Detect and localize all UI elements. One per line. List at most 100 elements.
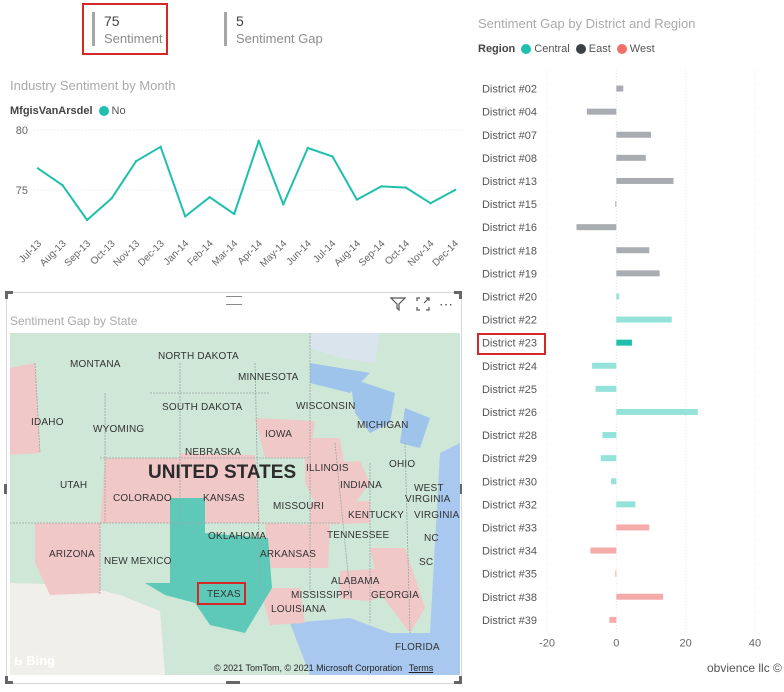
y-tick-label: District #08 <box>482 153 537 165</box>
bar[interactable] <box>616 247 650 254</box>
card-value: 75 <box>104 13 120 29</box>
state-label-texas[interactable]: TEXAS <box>207 589 241 600</box>
state-label-kansas: KANSAS <box>203 493 245 504</box>
highlight-box-texas <box>197 582 246 605</box>
legend-label-central[interactable]: Central <box>534 43 570 55</box>
bar[interactable] <box>616 270 660 277</box>
bar[interactable] <box>616 524 650 531</box>
data-point[interactable] <box>355 198 359 201</box>
legend-label-east[interactable]: East <box>588 43 611 55</box>
filter-icon[interactable] <box>390 297 406 311</box>
bar[interactable] <box>615 201 617 208</box>
data-point[interactable] <box>159 145 162 148</box>
bar[interactable] <box>590 547 617 554</box>
more-options-icon[interactable]: ⋯ <box>439 296 454 312</box>
data-point[interactable] <box>134 160 138 163</box>
state-label-kentucky: KENTUCKY <box>348 510 405 521</box>
bar[interactable] <box>616 316 672 323</box>
line-chart-title: Industry Sentiment by Month <box>10 78 176 93</box>
map-canvas[interactable] <box>10 333 460 675</box>
kpi-card-sentiment-gap[interactable]: 5 Sentiment Gap <box>224 10 334 50</box>
bar[interactable] <box>616 85 624 92</box>
bar[interactable] <box>611 478 617 485</box>
bing-logo: ь Bing <box>14 652 55 669</box>
y-tick-label: District #33 <box>482 522 537 534</box>
data-point[interactable] <box>208 196 211 199</box>
bar[interactable] <box>600 455 617 462</box>
data-point[interactable] <box>85 218 89 222</box>
resize-handle[interactable] <box>454 291 462 294</box>
y-tick-label: District #32 <box>482 499 537 511</box>
y-tick-label: District #22 <box>482 315 537 327</box>
x-tick-label: Jun-14 <box>285 238 315 268</box>
data-point[interactable] <box>110 197 113 200</box>
data-point[interactable] <box>331 155 334 158</box>
bar[interactable] <box>616 154 646 161</box>
bar[interactable] <box>576 224 617 231</box>
bar[interactable] <box>616 593 664 600</box>
series-line-no[interactable] <box>37 139 456 221</box>
resize-handle[interactable] <box>5 676 8 684</box>
bar-chart[interactable]: -20 0 20 40 District #02 District #04 District… <box>470 66 770 666</box>
y-tick-label: District #30 <box>482 476 537 488</box>
bar[interactable] <box>586 108 617 115</box>
data-point[interactable] <box>429 202 432 205</box>
resize-handle[interactable] <box>4 484 7 494</box>
resize-handle[interactable] <box>5 291 8 299</box>
bar[interactable] <box>616 177 674 184</box>
legend-swatch-no <box>98 106 109 116</box>
resize-handle[interactable] <box>5 681 13 684</box>
bar[interactable] <box>602 432 617 439</box>
card-label: Sentiment <box>104 31 163 46</box>
drag-grip-icon[interactable] <box>226 296 242 305</box>
data-point[interactable] <box>282 203 285 206</box>
y-tick-label: District #29 <box>482 453 537 465</box>
y-tick-label: District #20 <box>482 291 537 303</box>
state-label-tennessee: TENNESSEE <box>327 530 390 541</box>
state-label-louisiana: LOUISIANA <box>271 604 327 615</box>
resize-handle[interactable] <box>5 291 13 294</box>
bar[interactable] <box>616 131 651 138</box>
state-label-utah: UTAH <box>60 480 88 491</box>
bar[interactable] <box>615 570 617 577</box>
kpi-card-sentiment[interactable]: 75 Sentiment <box>92 10 163 50</box>
y-tick-label: District #28 <box>482 430 537 442</box>
state-label-wisconsin: WISCONSIN <box>296 401 356 412</box>
bar[interactable] <box>609 616 617 623</box>
resize-handle[interactable] <box>454 681 462 684</box>
data-point[interactable] <box>404 186 408 189</box>
card-value: 5 <box>236 13 244 29</box>
state-label-virginia: VIRGINIA <box>414 510 460 521</box>
resize-handle[interactable] <box>459 291 462 299</box>
bar[interactable] <box>616 293 620 300</box>
line-chart[interactable]: 7580Jul-13Aug-13Sep-13Oct-13Nov-13Dec-13… <box>0 120 470 280</box>
data-point[interactable] <box>183 215 187 218</box>
x-tick-label: 0 <box>613 637 619 649</box>
data-point[interactable] <box>453 188 457 192</box>
resize-handle[interactable] <box>226 681 240 684</box>
data-point[interactable] <box>380 185 383 188</box>
legend-title: MfgisVanArsdel <box>10 105 93 117</box>
bar[interactable] <box>616 501 636 508</box>
line-chart-legend: MfgisVanArsdel No <box>10 105 126 117</box>
x-tick-label: May-14 <box>258 238 290 270</box>
bar[interactable] <box>616 339 632 346</box>
data-point[interactable] <box>257 139 260 142</box>
state-label-michigan: MICHIGAN <box>357 420 409 431</box>
legend-label-no[interactable]: No <box>111 105 126 117</box>
bar[interactable] <box>592 362 617 369</box>
y-tick-label: District #19 <box>482 268 537 280</box>
data-point[interactable] <box>306 146 310 150</box>
terms-link[interactable]: Terms <box>408 663 434 673</box>
data-point[interactable] <box>36 167 40 170</box>
x-tick-label: Aug-14 <box>332 238 363 269</box>
focus-mode-icon[interactable] <box>415 296 431 312</box>
legend-label-west[interactable]: West <box>629 43 655 55</box>
data-point[interactable] <box>61 184 64 187</box>
bar[interactable] <box>616 408 698 415</box>
data-point[interactable] <box>233 212 236 216</box>
resize-handle[interactable] <box>459 484 462 494</box>
bar[interactable] <box>595 385 617 392</box>
resize-handle[interactable] <box>459 676 462 684</box>
map-title: Sentiment Gap by State <box>10 314 138 328</box>
